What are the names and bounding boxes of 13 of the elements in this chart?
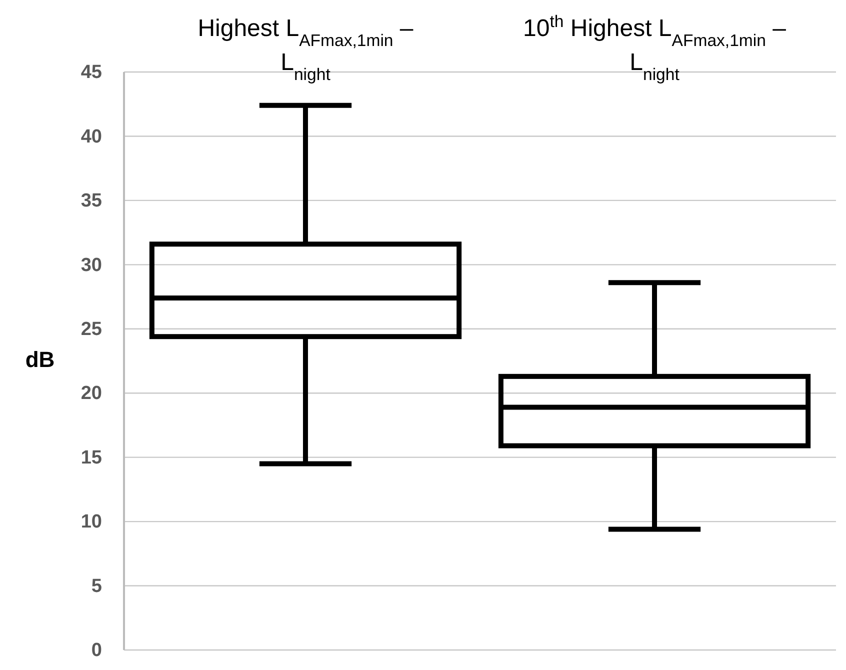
y-tick-label: 35 xyxy=(80,190,102,212)
y-axis-title: dB xyxy=(25,346,55,372)
y-tick-label: 25 xyxy=(80,318,102,340)
y-tick-label: 40 xyxy=(80,126,102,148)
y-tick-label: 20 xyxy=(80,383,102,404)
y-tick-label: 15 xyxy=(80,447,102,468)
y-tick-label: 30 xyxy=(80,254,102,276)
category-label: Highest L$_{AFmax,1min}$ – L$_{night}$ xyxy=(198,15,414,84)
y-tick-label: 0 xyxy=(91,640,102,662)
category-label: 10$^{th}$ Highest L$_{AFmax,1min}$ – L$_{night}$ xyxy=(523,12,786,84)
y-tick-label: 10 xyxy=(80,512,102,533)
y-tick-label: 45 xyxy=(80,62,102,84)
y-tick-label: 5 xyxy=(91,576,102,597)
